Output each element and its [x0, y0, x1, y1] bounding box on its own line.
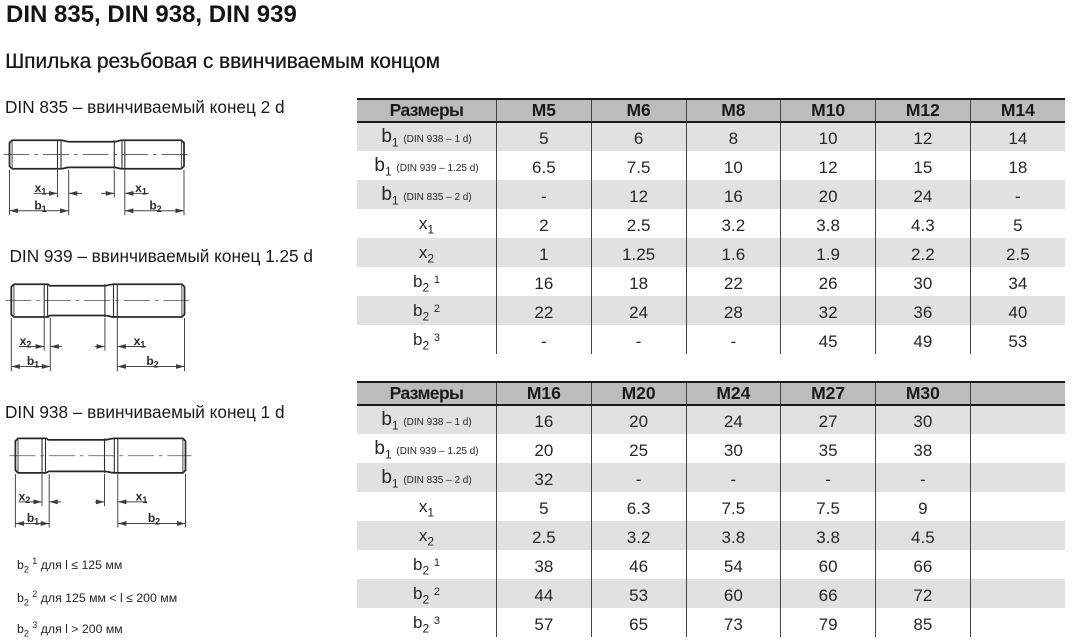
svg-text:x1: x1	[135, 181, 147, 197]
svg-text:b1: b1	[27, 511, 39, 527]
svg-text:b2: b2	[146, 354, 158, 370]
svg-text:x1: x1	[136, 489, 148, 505]
svg-text:x1: x1	[134, 334, 146, 350]
svg-text:x2: x2	[19, 489, 31, 505]
svg-text:x1: x1	[35, 181, 47, 197]
svg-text:b1: b1	[27, 354, 39, 370]
svg-text:b2: b2	[148, 511, 160, 527]
svg-text:b2: b2	[149, 198, 161, 214]
svg-text:x2: x2	[20, 334, 32, 350]
svg-text:b1: b1	[34, 198, 46, 214]
